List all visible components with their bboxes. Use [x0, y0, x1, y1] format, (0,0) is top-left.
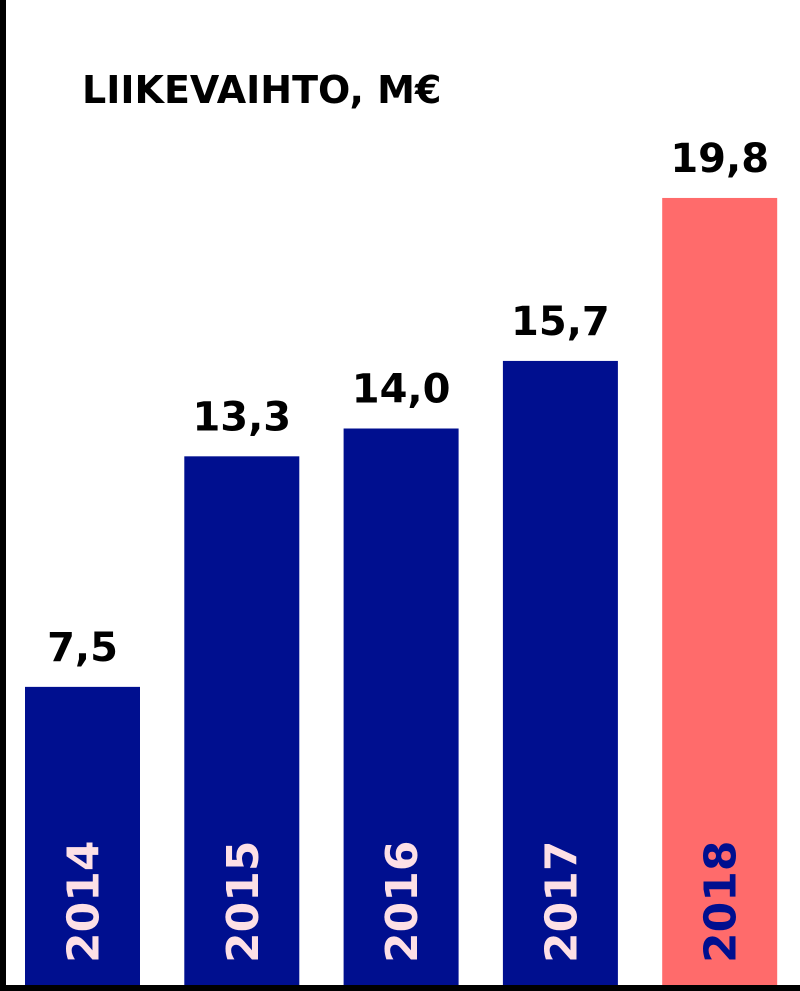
category-label: 2017 — [536, 841, 587, 963]
left-border — [0, 0, 6, 991]
category-label: 2018 — [696, 841, 747, 963]
value-label: 13,3 — [192, 394, 291, 440]
chart-title: LIIKEVAIHTO, M€ — [82, 68, 441, 112]
bar — [184, 456, 300, 985]
bar — [343, 428, 459, 985]
category-label: 2016 — [377, 841, 428, 963]
baseline — [0, 985, 800, 991]
bar — [662, 197, 778, 985]
value-label: 19,8 — [670, 136, 769, 182]
value-label: 7,5 — [47, 625, 118, 671]
category-label: 2014 — [59, 841, 110, 963]
value-label: 14,0 — [352, 367, 451, 413]
value-label: 15,7 — [511, 299, 610, 345]
bar — [25, 686, 140, 985]
bar — [502, 360, 618, 985]
category-label: 2015 — [218, 841, 269, 963]
